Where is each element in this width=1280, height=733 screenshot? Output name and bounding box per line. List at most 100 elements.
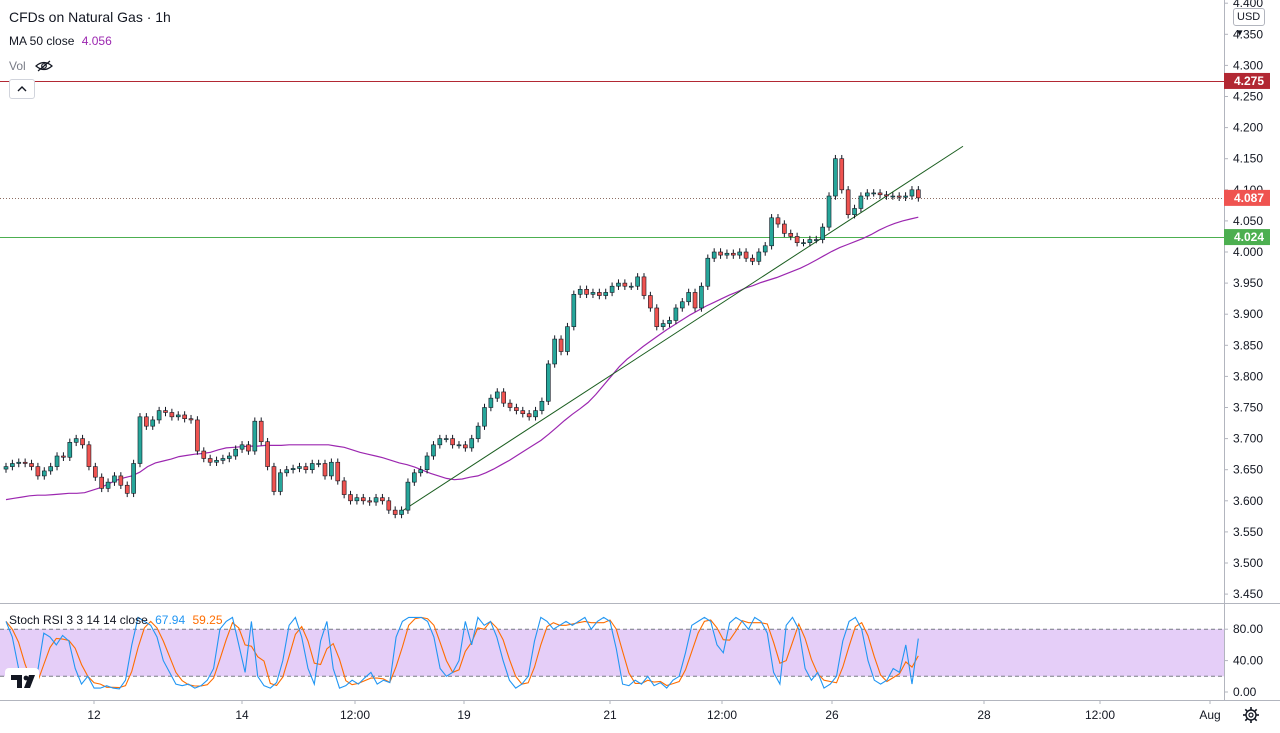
candle[interactable] bbox=[558, 335, 564, 356]
candle[interactable] bbox=[137, 413, 143, 468]
candle[interactable] bbox=[450, 434, 455, 449]
candle[interactable] bbox=[144, 413, 149, 430]
currency-selector[interactable]: USD ▾ bbox=[1233, 8, 1265, 39]
candle[interactable] bbox=[475, 422, 481, 443]
candle[interactable] bbox=[399, 506, 404, 519]
candle[interactable] bbox=[756, 248, 762, 266]
candle[interactable] bbox=[41, 467, 47, 480]
candle[interactable] bbox=[571, 290, 577, 331]
candle[interactable] bbox=[246, 441, 251, 455]
candle[interactable] bbox=[239, 441, 245, 453]
candle[interactable] bbox=[284, 465, 290, 477]
candle[interactable] bbox=[673, 304, 679, 325]
stoch-legend[interactable]: Stoch RSI 3 3 14 14 close 67.94 59.25 bbox=[9, 613, 223, 627]
candle[interactable] bbox=[877, 189, 883, 199]
candle[interactable] bbox=[833, 154, 838, 200]
candle[interactable] bbox=[584, 285, 589, 299]
candle[interactable] bbox=[648, 291, 653, 312]
candle[interactable] bbox=[271, 462, 277, 496]
candle[interactable] bbox=[175, 411, 181, 421]
candle[interactable] bbox=[405, 478, 411, 514]
tradingview-logo[interactable] bbox=[5, 668, 39, 694]
candle[interactable] bbox=[839, 154, 845, 194]
candle[interactable] bbox=[801, 238, 806, 247]
candle[interactable] bbox=[99, 473, 104, 493]
candle[interactable] bbox=[392, 506, 398, 519]
candle[interactable] bbox=[386, 497, 392, 514]
candle[interactable] bbox=[220, 454, 226, 465]
candle[interactable] bbox=[871, 189, 876, 197]
candle[interactable] bbox=[826, 192, 832, 231]
candle[interactable] bbox=[290, 464, 296, 474]
candle[interactable] bbox=[169, 408, 175, 421]
candle[interactable] bbox=[813, 235, 819, 244]
candle[interactable] bbox=[864, 189, 870, 200]
candle[interactable] bbox=[412, 469, 417, 486]
candle[interactable] bbox=[48, 462, 53, 475]
candle[interactable] bbox=[67, 438, 73, 461]
candle[interactable] bbox=[29, 459, 34, 471]
candle[interactable] bbox=[22, 458, 28, 468]
candle[interactable] bbox=[750, 254, 755, 266]
candle[interactable] bbox=[35, 462, 41, 480]
candle[interactable] bbox=[431, 441, 436, 460]
candle[interactable] bbox=[545, 360, 551, 406]
candle[interactable] bbox=[354, 493, 360, 505]
candle[interactable] bbox=[628, 282, 634, 290]
candle[interactable] bbox=[743, 248, 749, 262]
candle[interactable] bbox=[731, 249, 736, 259]
candle[interactable] bbox=[896, 192, 902, 201]
candle[interactable] bbox=[482, 403, 487, 430]
candles[interactable] bbox=[3, 154, 921, 519]
candle[interactable] bbox=[539, 397, 545, 415]
candle[interactable] bbox=[807, 235, 813, 247]
candle[interactable] bbox=[890, 192, 896, 200]
candle[interactable] bbox=[699, 282, 704, 312]
candle[interactable] bbox=[201, 447, 207, 463]
candle[interactable] bbox=[380, 493, 385, 505]
candle[interactable] bbox=[227, 452, 232, 463]
candle[interactable] bbox=[335, 458, 341, 485]
candle[interactable] bbox=[150, 416, 156, 430]
candle[interactable] bbox=[852, 204, 857, 219]
candle[interactable] bbox=[80, 434, 85, 449]
candle[interactable] bbox=[718, 248, 723, 259]
candle[interactable] bbox=[507, 399, 513, 412]
candle[interactable] bbox=[303, 462, 309, 474]
candle[interactable] bbox=[597, 288, 602, 300]
candle[interactable] bbox=[16, 458, 22, 468]
vol-legend[interactable]: Vol bbox=[9, 58, 53, 73]
candle[interactable] bbox=[667, 316, 672, 328]
candle[interactable] bbox=[762, 242, 768, 256]
candle[interactable] bbox=[724, 249, 730, 259]
candle[interactable] bbox=[794, 232, 800, 247]
settings-gear-icon[interactable] bbox=[1242, 706, 1260, 724]
candle[interactable] bbox=[373, 493, 379, 506]
candle[interactable] bbox=[641, 273, 647, 300]
candle[interactable] bbox=[105, 478, 111, 493]
candle[interactable] bbox=[577, 285, 583, 299]
candle[interactable] bbox=[214, 456, 219, 466]
candle[interactable] bbox=[278, 469, 283, 496]
candle[interactable] bbox=[788, 229, 794, 241]
candle[interactable] bbox=[163, 406, 168, 417]
candle[interactable] bbox=[679, 298, 685, 312]
candle[interactable] bbox=[565, 322, 570, 356]
candle[interactable] bbox=[195, 416, 200, 455]
candle[interactable] bbox=[469, 434, 475, 452]
candle[interactable] bbox=[858, 192, 864, 213]
candle[interactable] bbox=[3, 462, 9, 473]
candle[interactable] bbox=[297, 462, 302, 473]
stoch-k-line[interactable] bbox=[5, 616, 919, 690]
candle[interactable] bbox=[692, 288, 698, 312]
candle[interactable] bbox=[93, 462, 98, 481]
candle[interactable] bbox=[424, 452, 430, 474]
candle[interactable] bbox=[820, 223, 825, 244]
candle[interactable] bbox=[61, 452, 66, 461]
candle[interactable] bbox=[329, 458, 334, 480]
candle[interactable] bbox=[131, 459, 136, 498]
candle[interactable] bbox=[590, 288, 596, 299]
candle[interactable] bbox=[635, 273, 640, 290]
candle[interactable] bbox=[124, 481, 130, 498]
